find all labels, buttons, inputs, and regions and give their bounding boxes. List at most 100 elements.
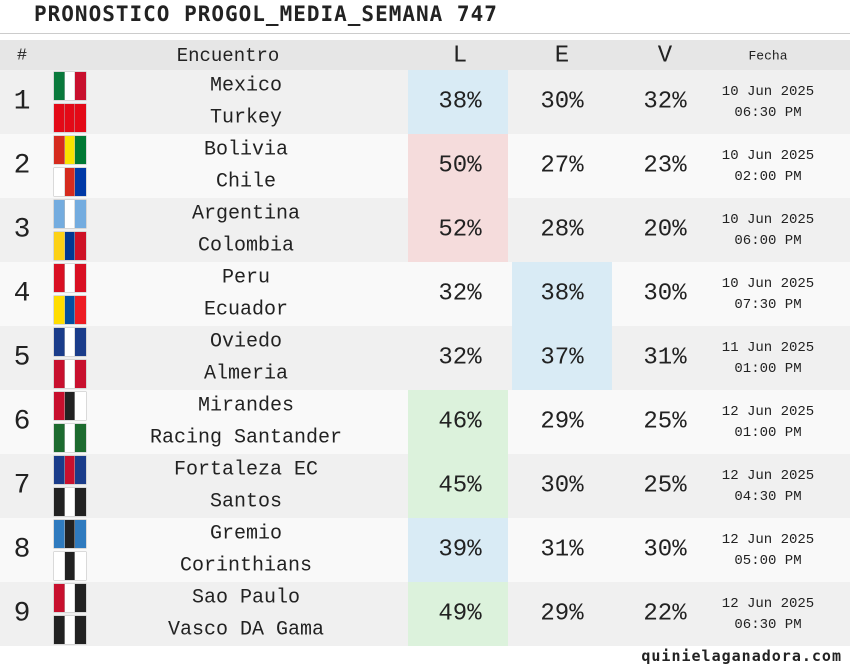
match-time: 02:00 PM	[734, 169, 802, 185]
pct-v: 25%	[643, 472, 687, 500]
team-emblem	[64, 392, 76, 420]
team-emblem	[75, 488, 87, 516]
highlight-cell	[408, 518, 508, 582]
away-team: Corinthians	[179, 554, 313, 578]
team-emblem	[75, 616, 87, 644]
pct-l: 52%	[438, 216, 482, 244]
pct-v: 31%	[643, 344, 687, 372]
team-emblem	[75, 264, 87, 292]
team-emblem	[54, 392, 65, 420]
match-date: 12 Jun 2025	[721, 468, 815, 484]
team-emblem	[64, 360, 76, 388]
away-team: Chile	[215, 170, 277, 194]
match-date: 10 Jun 2025	[721, 276, 815, 292]
team-emblem	[64, 456, 76, 484]
pct-v: 30%	[643, 280, 687, 308]
team-emblem	[54, 200, 65, 228]
team-emblem	[54, 136, 65, 164]
pct-l: 46%	[438, 408, 482, 436]
highlight-cell	[512, 326, 612, 390]
team-emblem	[64, 424, 76, 452]
pct-l: 49%	[438, 600, 482, 628]
highlight-cell	[408, 134, 508, 198]
team-emblem	[54, 360, 65, 388]
row-number: 5	[13, 342, 31, 374]
team-emblem	[75, 168, 87, 196]
team-emblem	[75, 456, 87, 484]
home-team: Fortaleza EC	[173, 458, 319, 482]
footer: quinielaganadora.com	[641, 647, 842, 665]
team-emblem	[64, 584, 76, 612]
team-emblem	[75, 200, 87, 228]
pct-v: 22%	[643, 600, 687, 628]
column-header: Encuentro	[176, 45, 280, 67]
match-time: 06:30 PM	[734, 105, 802, 121]
pct-e: 28%	[540, 216, 584, 244]
team-emblem	[54, 520, 65, 548]
team-emblem	[64, 328, 76, 356]
home-team: Gremio	[209, 522, 283, 546]
highlight-cell	[408, 70, 508, 134]
pct-l: 45%	[438, 472, 482, 500]
team-emblem	[54, 296, 65, 324]
highlight-cell	[408, 198, 508, 262]
team-emblem	[64, 168, 76, 196]
team-emblem	[64, 72, 76, 100]
home-team: Bolivia	[203, 138, 289, 162]
team-emblem	[54, 584, 65, 612]
match-time: 01:00 PM	[734, 425, 802, 441]
team-emblem	[64, 616, 76, 644]
team-emblem	[54, 488, 65, 516]
pct-e: 30%	[540, 88, 584, 116]
highlight-cell	[408, 454, 508, 518]
match-date: 12 Jun 2025	[721, 596, 815, 612]
team-emblem	[75, 424, 87, 452]
match-time: 06:30 PM	[734, 617, 802, 633]
column-header: #	[16, 46, 28, 66]
match-time: 04:30 PM	[734, 489, 802, 505]
team-emblem	[64, 520, 76, 548]
team-emblem	[54, 328, 65, 356]
table-row	[0, 262, 850, 326]
match-time: 06:00 PM	[734, 233, 802, 249]
home-team: Peru	[221, 266, 271, 290]
away-team: Turkey	[209, 106, 283, 130]
away-team: Vasco DA Gama	[167, 618, 325, 642]
team-emblem	[64, 232, 76, 260]
match-date: 10 Jun 2025	[721, 148, 815, 164]
pct-l: 38%	[438, 88, 482, 116]
team-emblem	[64, 136, 76, 164]
team-emblem	[64, 264, 76, 292]
team-emblem	[54, 456, 65, 484]
match-date: 11 Jun 2025	[721, 340, 815, 356]
pct-v: 23%	[643, 152, 687, 180]
away-team: Ecuador	[203, 298, 289, 322]
team-emblem	[75, 584, 87, 612]
pct-e: 38%	[540, 280, 584, 308]
row-number: 2	[13, 150, 31, 182]
match-time: 01:00 PM	[734, 361, 802, 377]
away-team: Almeria	[203, 362, 289, 386]
pct-v: 32%	[643, 88, 687, 116]
pct-e: 29%	[540, 408, 584, 436]
team-emblem	[54, 264, 65, 292]
team-emblem	[54, 552, 65, 580]
divider	[0, 33, 850, 34]
pct-v: 20%	[643, 216, 687, 244]
home-team: Mexico	[209, 74, 283, 98]
highlight-cell	[512, 262, 612, 326]
match-time: 07:30 PM	[734, 297, 802, 313]
header-row	[0, 40, 850, 70]
home-team: Sao Paulo	[191, 586, 301, 610]
team-emblem	[75, 296, 87, 324]
row-number: 1	[13, 86, 31, 118]
match-date: 12 Jun 2025	[721, 532, 815, 548]
team-emblem	[75, 520, 87, 548]
away-team: Santos	[209, 490, 283, 514]
team-emblem	[54, 104, 65, 132]
team-emblem	[64, 488, 76, 516]
match-time: 05:00 PM	[734, 553, 802, 569]
team-emblem	[54, 168, 65, 196]
column-header: L	[452, 42, 468, 70]
